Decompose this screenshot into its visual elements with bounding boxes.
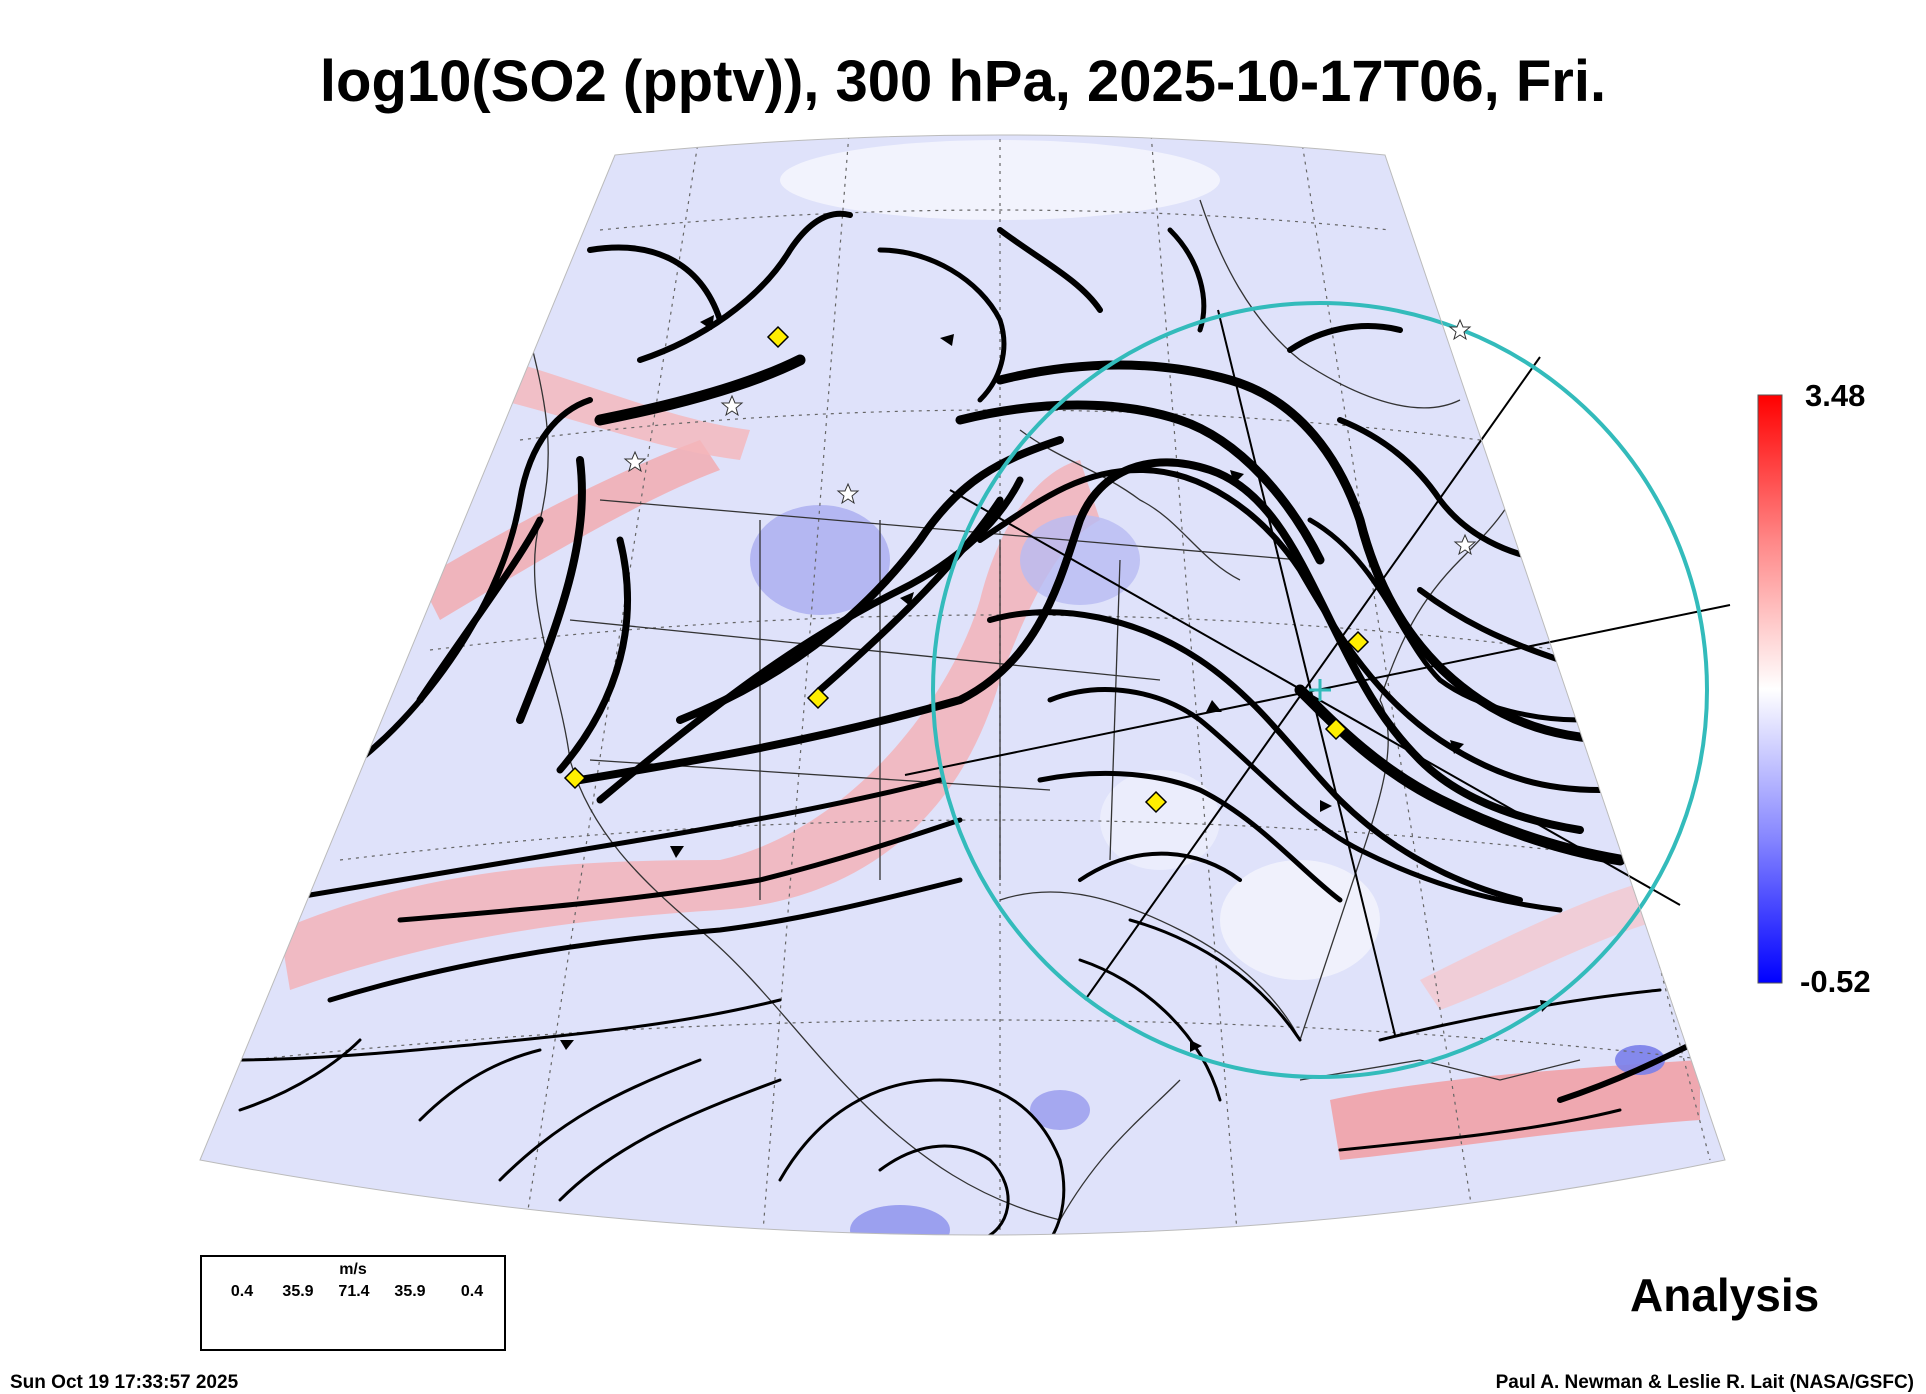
wind-speed-legend: m/s 0.4 35.9 71.4 35.9 0.4: [200, 1255, 506, 1351]
diamond-marker-icon: [1144, 790, 1168, 814]
analysis-label: Analysis: [1630, 1269, 1820, 1321]
star-marker-icon: [1453, 533, 1477, 556]
colorbar-max-label: 3.48: [1805, 378, 1866, 413]
diamond-marker-icon: [1324, 717, 1348, 741]
diamond-marker-icon: [806, 686, 830, 710]
diamond-marker-icon: [1346, 630, 1370, 654]
legend-value: 0.4: [460, 1283, 484, 1300]
legend-value: 71.4: [338, 1283, 370, 1300]
star-marker-icon: [1448, 318, 1472, 341]
star-markers: [623, 318, 1477, 556]
footer-timestamp: Sun Oct 19 17:33:57 2025: [10, 1372, 239, 1393]
diamond-markers: [563, 325, 1370, 814]
map-boundary: [199, 134, 1726, 1236]
range-ring: [931, 301, 1709, 1079]
colorbar: [1757, 394, 1783, 984]
legend-value: 35.9: [394, 1283, 426, 1300]
center-cross-icon: [1309, 679, 1331, 701]
legend-value: 0.4: [230, 1283, 254, 1300]
star-marker-icon: [836, 482, 860, 505]
legend-value: 35.9: [282, 1283, 314, 1300]
diamond-marker-icon: [563, 766, 587, 790]
star-marker-icon: [623, 450, 647, 473]
colorbar-min-label: -0.52: [1800, 964, 1871, 999]
star-marker-icon: [720, 394, 744, 417]
legend-unit: m/s: [339, 1261, 367, 1278]
chart-title: log10(SO2 (pptv)), 300 hPa, 2025-10-17T0…: [319, 49, 1607, 114]
footer-credit: Paul A. Newman & Leslie R. Lait (NASA/GS…: [1495, 1372, 1914, 1393]
diamond-marker-icon: [766, 325, 790, 349]
